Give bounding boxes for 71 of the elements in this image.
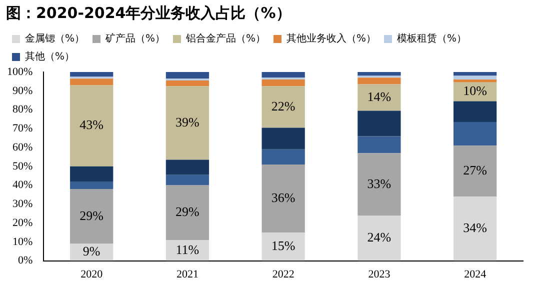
bar <box>166 174 210 186</box>
data-label: 33% <box>367 176 392 191</box>
legend-label: 金属锶（%） <box>25 32 85 45</box>
bar <box>262 164 305 232</box>
y-tick-label: 80% <box>12 104 33 116</box>
bar <box>358 136 401 154</box>
legend-label: 模板租赁（%） <box>397 32 467 45</box>
bar <box>453 196 497 261</box>
y-tick-label: 60% <box>12 141 33 154</box>
y-tick-label: 70% <box>12 122 33 135</box>
y-tick-label: 100% <box>6 66 33 78</box>
bar <box>262 128 305 150</box>
chart-title: 图：2020-2024年分业务收入占比（%） <box>5 3 292 24</box>
bar <box>166 160 210 175</box>
x-tick-label: 2022 <box>272 268 294 280</box>
data-label: 34% <box>463 220 488 236</box>
data-label: 29% <box>176 204 200 220</box>
bar <box>70 78 114 86</box>
bar <box>262 80 305 86</box>
data-label: 43% <box>80 117 104 132</box>
bar <box>262 232 305 261</box>
bar <box>453 146 497 197</box>
data-label: 39% <box>176 114 200 130</box>
bar <box>70 85 114 166</box>
bar <box>70 72 114 77</box>
y-tick-label: 40% <box>12 179 33 192</box>
legend-label: 其他（%） <box>25 50 75 63</box>
bar <box>166 185 210 240</box>
data-label: 22% <box>271 98 296 114</box>
bar <box>453 72 497 76</box>
bar <box>453 76 497 80</box>
bar <box>453 80 497 82</box>
bar <box>453 122 497 146</box>
data-label: 15% <box>271 238 296 254</box>
legend-label: 矿产品（%） <box>104 32 166 45</box>
legend-label: 铝合金产品（%） <box>185 32 266 45</box>
data-label: 14% <box>367 88 392 104</box>
bar <box>166 86 210 160</box>
y-tick-label: 30% <box>12 198 33 210</box>
y-tick-label: 0% <box>18 254 33 267</box>
bar <box>166 72 210 79</box>
bar <box>358 84 401 111</box>
bar <box>166 80 210 86</box>
y-tick-label: 10% <box>12 236 33 248</box>
data-label: 9% <box>82 244 100 259</box>
data-label: 27% <box>463 162 488 178</box>
legend-label: 其他业务收入（%） <box>286 32 376 45</box>
data-label: 29% <box>80 208 104 223</box>
bar <box>358 78 401 84</box>
data-label: 10% <box>463 83 488 98</box>
x-tick-label: 2021 <box>176 268 198 280</box>
y-tick-label: 50% <box>12 160 33 172</box>
bar <box>70 182 114 190</box>
data-label: 24% <box>367 230 392 245</box>
bar <box>262 86 305 128</box>
bar <box>358 110 401 136</box>
x-tick-label: 2023 <box>368 268 391 280</box>
bar <box>358 72 401 76</box>
bar <box>262 149 305 165</box>
bar <box>453 101 497 122</box>
bar <box>358 153 401 216</box>
bar <box>262 72 305 78</box>
data-label: 11% <box>176 242 200 257</box>
bar <box>70 189 114 244</box>
x-tick-label: 2020 <box>80 268 104 280</box>
bar <box>358 215 401 261</box>
y-tick-label: 90% <box>12 84 33 97</box>
data-label: 36% <box>271 190 296 205</box>
x-tick-label: 2024 <box>464 268 487 280</box>
y-tick-label: 20% <box>12 216 33 229</box>
bar <box>70 166 114 182</box>
